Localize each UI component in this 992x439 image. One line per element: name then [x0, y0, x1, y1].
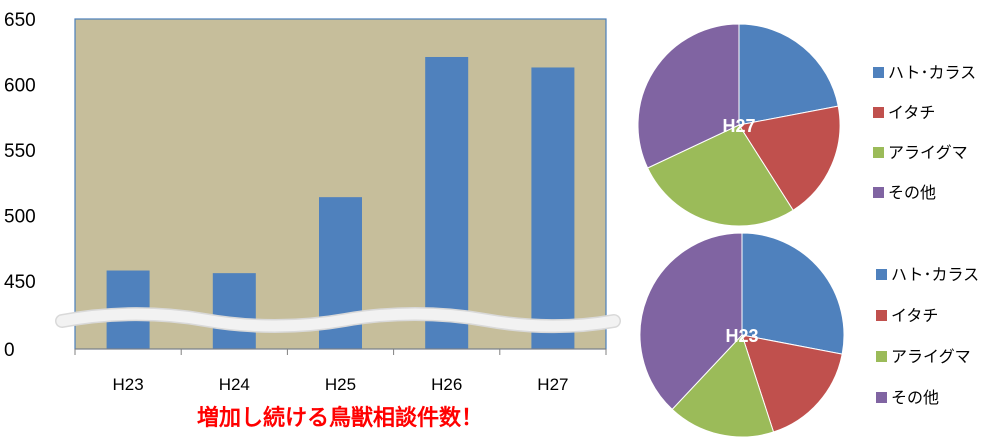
x-tick-label-h27: H27: [537, 375, 568, 394]
y-tick-label-600: 600: [4, 76, 36, 97]
pie-slice-3: [671, 334, 775, 438]
axis-break: [56, 308, 620, 332]
pie-center-label: H27: [722, 116, 755, 136]
legend-label-2: イタチ: [888, 103, 935, 122]
bar-h27: [531, 67, 575, 349]
legend-label-1: ハト･カラス: [888, 63, 976, 82]
legend-label-1: ハト･カラス: [891, 265, 979, 284]
bar-h26: [425, 56, 469, 350]
pie-slice-3: [646, 124, 794, 227]
y-tick-label-550: 550: [4, 141, 36, 162]
legend-label-4: その他: [891, 388, 939, 407]
y-tick-label-0: 0: [4, 340, 15, 361]
legend-swatch-2: [873, 107, 884, 118]
pie-center-label: H23: [725, 326, 758, 346]
x-tick-label-h23: H23: [113, 375, 144, 394]
pie-slice-2: [741, 334, 843, 433]
x-tick-label-h26: H26: [431, 375, 462, 394]
pie-slice-4: [637, 23, 740, 169]
legend-swatch-1: [873, 67, 884, 78]
legend-swatch-4: [876, 392, 887, 403]
x-tick-label-h24: H24: [219, 375, 250, 394]
legend-label-3: アライグマ: [891, 347, 971, 366]
y-tick-label-650: 650: [4, 10, 36, 31]
pie-slice-2: [738, 105, 841, 211]
y-tick-label-450: 450: [4, 272, 36, 293]
legend-swatch-4: [873, 187, 884, 198]
legend-swatch-2: [876, 310, 887, 321]
bar-h24: [212, 273, 256, 349]
pie-slice-1: [738, 23, 839, 126]
legend-swatch-3: [873, 147, 884, 158]
x-tick-label-h25: H25: [325, 375, 356, 394]
legend-swatch-3: [876, 351, 887, 362]
legend-label-2: イタチ: [891, 306, 938, 325]
y-tick-label-500: 500: [4, 207, 36, 228]
bar-chart: 0 450 500 550 600 650 H23 H24 H25 H26 H27: [4, 10, 621, 394]
pie-slice-4: [639, 232, 743, 411]
pie-slice-1: [741, 232, 845, 355]
legend-swatch-1: [876, 269, 887, 280]
legend-label-4: その他: [888, 183, 936, 202]
chart-caption: 増加し続ける鳥獣相談件数！: [196, 406, 483, 431]
legend-label-3: アライグマ: [888, 143, 968, 162]
